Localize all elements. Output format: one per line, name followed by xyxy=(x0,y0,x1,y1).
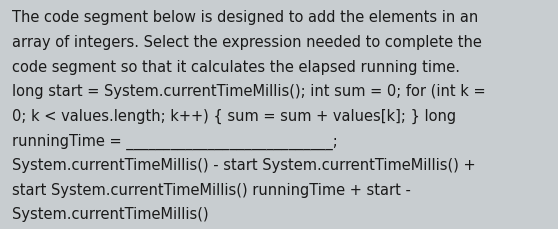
Text: start System.currentTimeMillis() runningTime + start -: start System.currentTimeMillis() running… xyxy=(12,182,411,197)
Text: long start = System.currentTimeMillis(); int sum = 0; for (int k =: long start = System.currentTimeMillis();… xyxy=(12,84,486,99)
Text: runningTime = ____________________________;: runningTime = __________________________… xyxy=(12,133,338,149)
Text: System.currentTimeMillis(): System.currentTimeMillis() xyxy=(12,206,209,221)
Text: System.currentTimeMillis() - start System.currentTimeMillis() +: System.currentTimeMillis() - start Syste… xyxy=(12,157,476,172)
Text: array of integers. Select the expression needed to complete the: array of integers. Select the expression… xyxy=(12,35,482,50)
Text: The code segment below is designed to add the elements in an: The code segment below is designed to ad… xyxy=(12,10,479,25)
Text: code segment so that it calculates the elapsed running time.: code segment so that it calculates the e… xyxy=(12,59,460,74)
Text: 0; k < values.length; k++) { sum = sum + values[k]; } long: 0; k < values.length; k++) { sum = sum +… xyxy=(12,108,456,123)
